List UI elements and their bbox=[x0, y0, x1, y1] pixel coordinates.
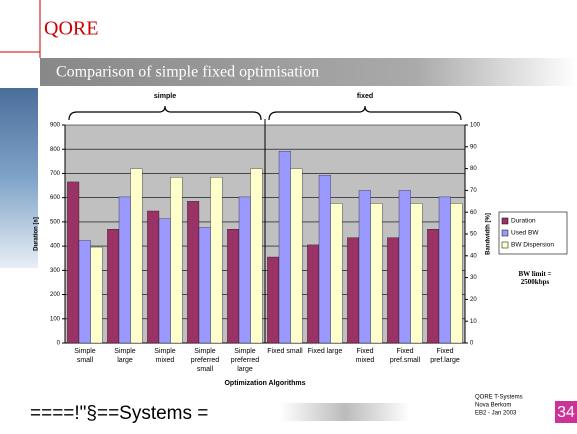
group-label: simple bbox=[154, 93, 176, 100]
annotation: BW limit = 2500kbps bbox=[500, 270, 570, 286]
bar bbox=[211, 177, 223, 343]
y-tick-label: 300 bbox=[50, 268, 61, 274]
bar bbox=[199, 227, 211, 343]
bar bbox=[119, 197, 131, 343]
bar bbox=[187, 201, 199, 343]
y2-tick-label: 70 bbox=[470, 188, 477, 194]
bar bbox=[67, 182, 79, 343]
footer-bar bbox=[280, 403, 410, 421]
bar bbox=[227, 229, 239, 343]
side-image bbox=[0, 88, 38, 268]
legend-swatch bbox=[502, 218, 508, 224]
y2-tick-label: 0 bbox=[470, 341, 474, 347]
bar bbox=[439, 197, 451, 343]
y2-tick-label: 80 bbox=[470, 166, 477, 172]
bar bbox=[371, 203, 383, 343]
bar bbox=[307, 245, 319, 343]
footer-org: QORE T-Systems bbox=[475, 395, 523, 401]
bar bbox=[399, 190, 411, 343]
y-tick-label: 0 bbox=[57, 341, 61, 347]
legend-swatch bbox=[502, 242, 508, 248]
chart: QORE Comparison of simple fixed optimisa… bbox=[0, 0, 577, 434]
slide: QORE Comparison of simple fixed optimisa… bbox=[0, 0, 577, 434]
bar bbox=[411, 203, 423, 343]
y2-tick-label: 50 bbox=[470, 232, 477, 238]
bar bbox=[171, 177, 183, 343]
slide-title: QORE bbox=[44, 18, 98, 40]
y-tick-label: 900 bbox=[50, 123, 61, 129]
y2-tick-label: 60 bbox=[470, 210, 477, 216]
bar bbox=[279, 151, 291, 343]
legend-label: Used BW bbox=[511, 230, 539, 237]
bar bbox=[107, 229, 119, 343]
bar bbox=[347, 238, 359, 343]
page-number: 34 bbox=[557, 404, 575, 421]
bar bbox=[79, 241, 91, 343]
x-axis-title: Optimization Algorithms bbox=[224, 380, 305, 387]
bar bbox=[239, 197, 251, 343]
bar bbox=[331, 203, 343, 343]
y-tick-label: 400 bbox=[50, 244, 61, 250]
bar bbox=[359, 190, 371, 343]
bar bbox=[267, 257, 279, 343]
bar bbox=[319, 175, 331, 343]
y2-tick-label: 40 bbox=[470, 253, 477, 259]
y2-tick-label: 20 bbox=[470, 297, 477, 303]
bar bbox=[451, 203, 463, 343]
group-brace bbox=[269, 106, 461, 120]
y-tick-label: 200 bbox=[50, 292, 61, 298]
legend-swatch bbox=[502, 230, 508, 236]
legend-label: Duration bbox=[511, 218, 536, 225]
bar bbox=[251, 169, 263, 343]
bar bbox=[91, 247, 103, 343]
y2-axis-title: Bandwidth [%] bbox=[486, 213, 492, 255]
footer-dept: Nova Berkom bbox=[475, 403, 511, 409]
y2-tick-label: 10 bbox=[470, 319, 477, 325]
footer-date: EB2 - Jan 2003 bbox=[475, 411, 517, 417]
y2-tick-label: 100 bbox=[470, 123, 481, 129]
bar bbox=[427, 229, 439, 343]
y-tick-label: 700 bbox=[50, 171, 61, 177]
bar bbox=[387, 238, 399, 343]
legend-label: BW Dispersion bbox=[511, 242, 554, 249]
y-tick-label: 100 bbox=[50, 316, 61, 322]
y-tick-label: 500 bbox=[50, 219, 61, 225]
bar bbox=[131, 169, 143, 343]
group-label: fixed bbox=[357, 93, 373, 100]
x-tick-label: Fixed pref.large bbox=[422, 347, 468, 365]
y-tick-label: 800 bbox=[50, 147, 61, 153]
bar bbox=[291, 169, 303, 343]
y2-tick-label: 90 bbox=[470, 144, 477, 150]
bar bbox=[159, 219, 171, 343]
y2-tick-label: 30 bbox=[470, 275, 477, 281]
group-brace bbox=[69, 106, 261, 120]
y-axis-title: Duration [s] bbox=[34, 217, 40, 251]
subtitle: Comparison of simple fixed optimisation bbox=[56, 64, 319, 81]
footer-brand: ====!"§==Systems = bbox=[30, 403, 208, 424]
y-tick-label: 600 bbox=[50, 195, 61, 201]
bar bbox=[147, 211, 159, 343]
